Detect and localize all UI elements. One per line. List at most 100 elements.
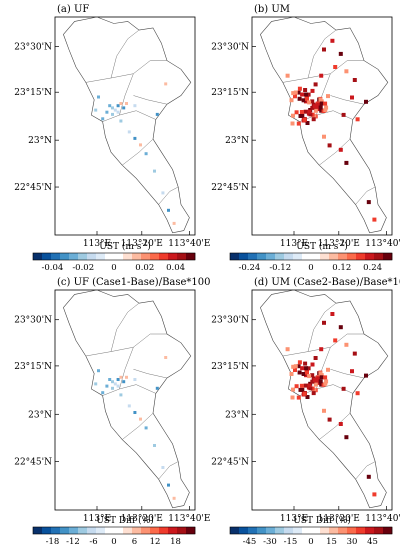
colorbar-tick-label: 15 — [326, 537, 337, 547]
grid-cell — [139, 417, 142, 421]
map-frame — [54, 289, 196, 511]
district-boundary — [102, 384, 156, 396]
lat-tick-label: 23°15'N — [211, 88, 249, 98]
grid-cell — [119, 119, 123, 123]
grid-cell — [316, 107, 321, 112]
grid-cell — [155, 112, 159, 116]
district-boundary — [355, 186, 376, 205]
grid-cell — [290, 395, 295, 400]
grid-cell — [133, 104, 137, 108]
grid-cell — [116, 384, 120, 388]
district-boundary — [110, 303, 140, 352]
colorbar-swatch — [293, 253, 303, 260]
district-boundary — [122, 138, 154, 166]
colorbar-tick-label: -0.02 — [72, 263, 94, 273]
colorbar-swatch — [159, 527, 169, 534]
lat-tick-label: 22°45'N — [211, 458, 249, 468]
grid-cell — [364, 99, 368, 104]
district-boundary — [122, 413, 154, 440]
grid-cell — [305, 121, 310, 125]
grid-cell — [327, 143, 332, 148]
grid-cell — [327, 417, 332, 422]
grid-cell — [293, 94, 297, 99]
colorbar-swatch — [150, 527, 160, 534]
district-boundary — [119, 347, 134, 390]
colorbar-swatch — [150, 253, 160, 260]
grid-cell — [310, 99, 315, 104]
grid-cell — [116, 110, 120, 114]
map-frame — [251, 289, 393, 511]
colorbar-swatch — [230, 253, 240, 260]
grid-cell — [111, 112, 114, 116]
colorbar-swatch — [257, 253, 267, 260]
grid-cell — [97, 95, 100, 99]
grid-cell — [289, 98, 294, 103]
grid-cell — [302, 391, 307, 396]
colorbar-label: UST (m s-1) — [296, 240, 348, 252]
panel-title: (c) UF (Case1-Base)/Base*100 — [57, 277, 211, 288]
colorbar-swatch — [374, 253, 384, 260]
grid-cell — [304, 366, 308, 371]
grid-cell — [153, 169, 156, 173]
grid-cell — [333, 65, 338, 69]
colorbar-swatch — [230, 527, 240, 534]
grid-cell — [323, 108, 328, 112]
district-boundary — [355, 461, 376, 480]
grid-cell — [290, 121, 295, 126]
grid-cell — [139, 143, 142, 147]
colorbar-tick-label: 0.24 — [363, 263, 382, 273]
grid-cell — [322, 47, 326, 52]
colorbar-tick-label: 0 — [308, 537, 313, 547]
colorbar-swatch — [69, 527, 79, 534]
grid-cell — [338, 51, 343, 56]
grid-cell — [302, 117, 307, 122]
colorbar-swatch — [320, 253, 330, 260]
grid-cell — [125, 102, 128, 105]
grid-cell — [364, 373, 368, 378]
grid-cell — [326, 367, 330, 372]
grid-cell — [299, 383, 304, 388]
colorbar-swatch — [168, 527, 178, 534]
lat-tick-label: 23°N — [28, 136, 52, 146]
grid-cell — [305, 96, 309, 101]
colorbar-swatch — [186, 527, 196, 534]
colorbar-swatch — [123, 253, 133, 260]
colorbar-swatch — [159, 253, 169, 260]
colorbar-tick-label: -12 — [66, 537, 80, 547]
map-panel-d: (d) UM (Case2-Base)/Base*100 23°30'N 23°15… — [211, 277, 400, 547]
grid-cell — [300, 387, 305, 392]
colorbar-tick-label: -0.12 — [269, 263, 291, 273]
colorbar-tick-label: -45 — [243, 537, 257, 547]
colorbar-swatch — [87, 527, 97, 534]
lon-tick-label: 113°E — [83, 239, 111, 249]
grid-cell — [111, 380, 114, 384]
grid-cell — [352, 78, 357, 82]
grid-cell — [127, 404, 131, 408]
colorbar-swatch — [257, 527, 267, 534]
grid-cell — [344, 69, 349, 74]
colorbar — [32, 526, 196, 535]
colorbar-swatch — [329, 527, 339, 534]
lon-tick-label: 113°40'E — [365, 514, 400, 524]
colorbar-tick-label: 0.04 — [166, 263, 185, 273]
grid-cell — [291, 91, 296, 96]
colorbar-swatch — [383, 253, 393, 260]
colorbar-swatch — [42, 253, 52, 260]
grid-cell — [310, 88, 315, 93]
grid-cell — [306, 366, 311, 371]
lon-tick-label: 113°E — [83, 514, 111, 524]
grid-cell — [296, 395, 301, 400]
district-boundary — [158, 186, 179, 205]
map-panel-a: (a) UF 23°30'N 23°15'N 23°N 22°45'N 113°E 113°… — [14, 4, 210, 273]
colorbar-swatch — [374, 527, 384, 534]
grid-cell — [318, 371, 323, 376]
colorbar-swatch — [168, 253, 178, 260]
colorbar-swatch — [33, 527, 43, 534]
grid-cell — [338, 325, 343, 330]
grid-cell — [105, 384, 109, 388]
grid-cell — [108, 104, 112, 108]
colorbar-swatch — [114, 527, 124, 534]
colorbar-label: UST Diff (%) — [293, 515, 351, 526]
grid-cell — [289, 372, 294, 376]
